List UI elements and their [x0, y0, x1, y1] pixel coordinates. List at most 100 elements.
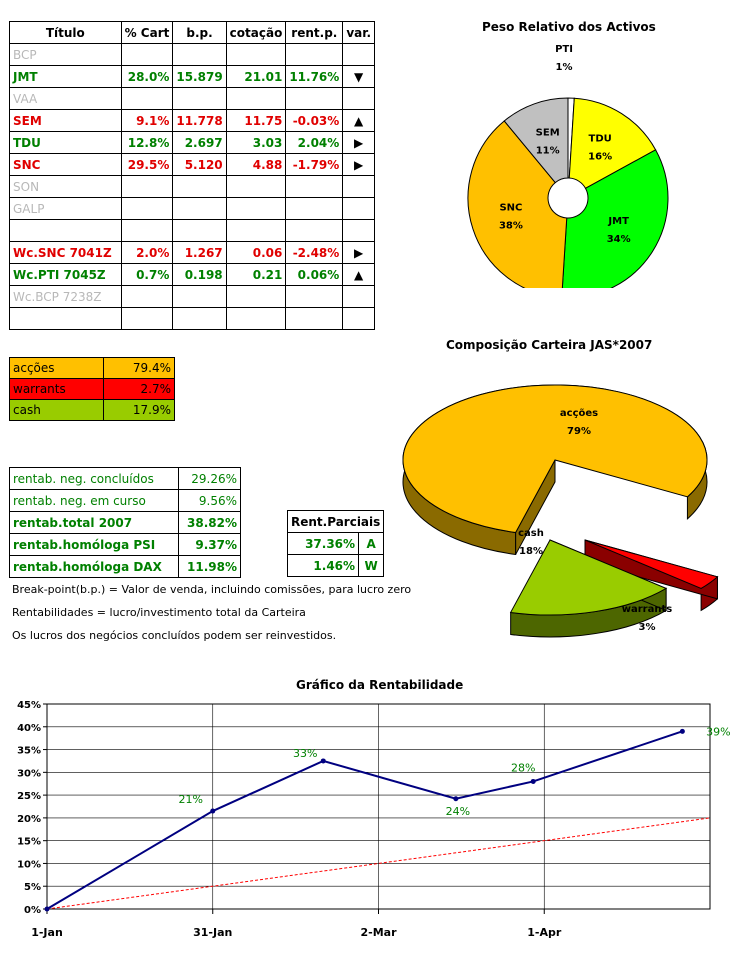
holding-pct	[120, 307, 174, 330]
holding-bp	[172, 43, 227, 66]
x-tick-label: 31-Jan	[193, 926, 232, 939]
holding-bp: 15.879	[172, 65, 227, 88]
holding-rent: -1.79%	[285, 153, 344, 176]
holding-rent	[285, 285, 344, 308]
holding-name: Wc.SNC 7041Z	[9, 241, 122, 264]
holding-rent	[285, 87, 344, 110]
col-pct-cart: % Cart	[120, 21, 174, 44]
pie2-slice-acções	[402, 384, 708, 533]
holding-cotacao	[225, 197, 287, 220]
data-label: 33%	[293, 747, 317, 760]
holding-row: VAA	[9, 87, 375, 110]
rentab-label: rentab.homóloga DAX	[8, 555, 180, 578]
data-label: 28%	[511, 761, 535, 774]
holding-name: Wc.BCP 7238Z	[9, 285, 122, 308]
holding-row: GALP	[9, 197, 375, 220]
data-point	[320, 758, 326, 764]
holding-pct: 2.0%	[120, 241, 174, 264]
pie1-value: 38%	[499, 221, 523, 232]
holding-row: Wc.SNC 7041Z 2.0% 1.267 0.06 -2.48% ▶	[9, 241, 375, 264]
holding-var	[342, 307, 375, 330]
holding-cotacao	[225, 307, 287, 330]
rentab-row: rentab.homóloga DAX 11.98%	[8, 555, 241, 578]
pie1-label: SNC	[499, 203, 522, 214]
data-label: 39%	[706, 725, 730, 738]
rentab-row: rentab. neg. em curso 9.56%	[8, 489, 241, 512]
allocation-row: acções 79.4%	[9, 357, 175, 379]
allocation-row: cash 17.9%	[9, 399, 175, 421]
note-rentabilidades: Rentabilidades = lucro/investimento tota…	[12, 606, 306, 619]
pie2-title: Composição Carteira JAS*2007	[446, 338, 653, 352]
holding-var	[342, 197, 375, 220]
holding-pct: 29.5%	[120, 153, 174, 176]
holding-row	[9, 219, 375, 242]
holding-bp	[172, 307, 227, 330]
holding-cotacao: 3.03	[225, 131, 287, 154]
holding-name	[9, 307, 122, 330]
holding-bp	[172, 87, 227, 110]
rentab-row: rentab. neg. concluídos 29.26%	[8, 467, 241, 490]
pie-chart-carteira: acções 79% cash 18% warrants 3%	[402, 384, 719, 638]
pie1-label: SEM	[536, 128, 560, 139]
y-tick-label: 15%	[17, 837, 41, 848]
rentab-label: rentab.total 2007	[8, 511, 180, 534]
holding-name: GALP	[9, 197, 122, 220]
pie2-label-warrants: warrants	[622, 604, 672, 615]
data-point	[210, 808, 216, 814]
holding-cotacao: 0.21	[225, 263, 287, 286]
holding-name: BCP	[9, 43, 122, 66]
holding-bp: 11.778	[172, 109, 227, 132]
holding-row: JMT 28.0% 15.879 21.01 11.76% ▼	[9, 65, 375, 88]
holding-row: Wc.BCP 7238Z	[9, 285, 375, 308]
parcial-letter: A	[358, 532, 385, 555]
holding-bp: 1.267	[172, 241, 227, 264]
holding-rent: 0.06%	[285, 263, 344, 286]
pie2-value-cash: 18%	[519, 546, 543, 557]
holding-name: TDU	[9, 131, 122, 154]
holding-var	[342, 43, 375, 66]
holding-row: Wc.PTI 7045Z 0.7% 0.198 0.21 0.06% ▲	[9, 263, 375, 286]
data-point	[453, 796, 459, 802]
holding-cotacao: 21.01	[225, 65, 287, 88]
holdings-table: Título % Cart b.p. cotação rent.p. var. …	[9, 21, 375, 330]
pie1-slice-tdu	[568, 97, 657, 190]
holding-name	[9, 219, 122, 242]
holding-row: SON	[9, 175, 375, 198]
holding-rent	[285, 175, 344, 198]
line-chart-rentabilidade: 0% 5% 10% 15% 20% 25% 30% 35% 40% 45% 1-Jan 31-Jan 2…	[17, 700, 731, 939]
holding-rent	[285, 197, 344, 220]
holding-row: SNC 29.5% 5.120 4.88 -1.79% ▶	[9, 153, 375, 176]
holding-bp	[172, 219, 227, 242]
holding-row: SEM 9.1% 11.778 11.75 -0.03% ▲	[9, 109, 375, 132]
line-title: Gráfico da Rentabilidade	[296, 678, 464, 692]
holding-var	[342, 175, 375, 198]
holding-name: VAA	[9, 87, 122, 110]
y-tick-label: 35%	[17, 746, 41, 757]
y-tick-label: 30%	[17, 768, 41, 779]
col-var: var.	[342, 21, 375, 44]
holding-cotacao	[225, 87, 287, 110]
holding-row	[9, 307, 375, 330]
y-tick-label: 10%	[17, 859, 41, 870]
note-breakpoint: Break-point(b.p.) = Valor de venda, incl…	[12, 583, 412, 596]
pie1-value: 34%	[607, 234, 631, 245]
pie-chart-activos: PTI 1% TDU 16% JMT 34% SNC 38% SEM 11%	[467, 44, 669, 288]
holding-var: ▶	[342, 241, 375, 264]
rentab-row: rentab.homóloga PSI 9.37%	[8, 533, 241, 556]
rentab-label: rentab. neg. em curso	[8, 489, 180, 512]
holding-cotacao	[225, 175, 287, 198]
holding-name: SNC	[9, 153, 122, 176]
pie1-slice-jmt	[561, 149, 669, 288]
holding-rent: -2.48%	[285, 241, 344, 264]
rentab-label: rentab. neg. concluídos	[8, 467, 180, 490]
rentab-label: rentab.homóloga PSI	[8, 533, 180, 556]
pie2-value-accoes: 79%	[567, 426, 591, 437]
x-tick-label: 2-Mar	[360, 926, 397, 939]
allocation-table: acções 79.4% warrants 2.7% cash 17.9%	[9, 357, 175, 421]
allocation-label: acções	[9, 357, 104, 379]
rentab-value: 9.56%	[178, 489, 241, 512]
y-tick-label: 5%	[24, 882, 41, 893]
allocation-value: 17.9%	[103, 399, 175, 421]
pie2-label-cash: cash	[518, 528, 544, 539]
holding-pct	[120, 285, 174, 308]
